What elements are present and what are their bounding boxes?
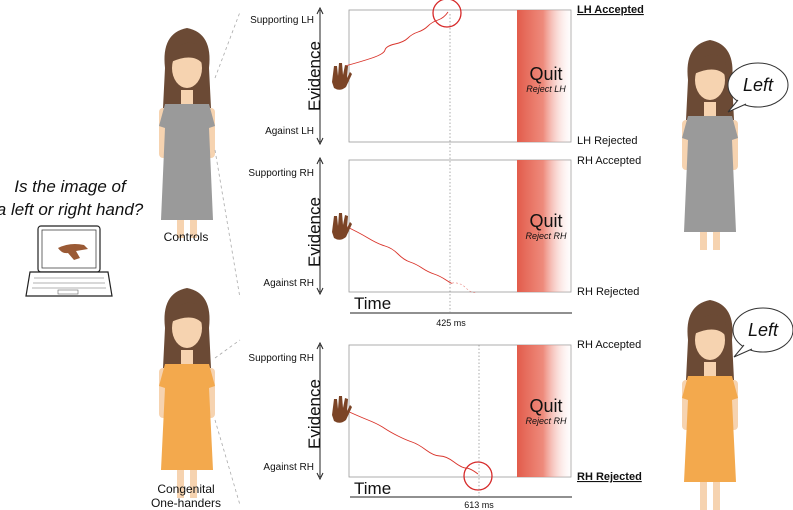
hand-stimulus-icon xyxy=(58,244,88,260)
y-top-label: Supporting LH xyxy=(250,15,314,26)
hand-icon xyxy=(332,63,352,90)
rh-accepted-label: RH Accepted xyxy=(577,339,641,351)
ms-label: 613 ms xyxy=(464,500,494,510)
evidence-axis-label: Evidence xyxy=(305,197,324,267)
speech-bubble-top: Left xyxy=(727,62,789,113)
decision-circle xyxy=(463,461,493,491)
hand-icon xyxy=(332,396,352,423)
panel-rh-controls: Supporting RH Against RH Evidence RH Acc… xyxy=(248,155,641,328)
rh-accepted-label: RH Accepted xyxy=(577,155,641,167)
reject-label: Reject RH xyxy=(525,416,567,426)
ms-label: 425 ms xyxy=(436,318,466,328)
y-bottom-label: Against RH xyxy=(263,278,314,289)
rh-rejected-label: RH Rejected xyxy=(577,471,642,483)
reject-label: Reject LH xyxy=(526,84,566,94)
reject-label: Reject RH xyxy=(525,231,567,241)
y-top-label: Supporting RH xyxy=(248,168,314,179)
lh-accepted-label: LH Accepted xyxy=(577,4,644,16)
bubble-text-top: Left xyxy=(743,75,774,95)
orange-dress xyxy=(159,364,215,470)
y-bottom-label: Against RH xyxy=(263,462,314,473)
question-line-2: a left or right hand? xyxy=(0,200,144,219)
quit-label: Quit xyxy=(529,211,562,231)
controls-label: Controls xyxy=(164,230,209,244)
connector-lines xyxy=(214,11,241,506)
quit-band xyxy=(517,345,575,477)
panel-rh-congenital: Supporting RH Against RH Evidence RH Acc… xyxy=(248,339,641,510)
evidence-trace xyxy=(344,225,453,284)
y-top-label: Supporting RH xyxy=(248,353,314,364)
laptop-icon xyxy=(25,225,113,297)
quit-band xyxy=(517,10,575,142)
evidence-trace xyxy=(344,409,479,475)
right-woman-top xyxy=(682,40,738,250)
quit-label: Quit xyxy=(529,64,562,84)
decision-circle xyxy=(432,0,462,28)
right-woman-bottom xyxy=(682,300,738,510)
time-axis-label: Time xyxy=(354,294,391,313)
quit-label: Quit xyxy=(529,396,562,416)
time-axis-label: Time xyxy=(354,479,391,498)
gray-dress xyxy=(159,104,215,220)
evidence-trace xyxy=(344,11,449,67)
quit-band xyxy=(517,160,575,292)
congenital-label-1: Congenital xyxy=(157,482,214,496)
congenital-woman xyxy=(159,288,215,498)
panel-lh: Supporting LH Against LH Evidence LH Acc… xyxy=(250,0,644,147)
speech-bubble-bottom: Left xyxy=(732,307,793,358)
continuation-trace xyxy=(451,282,477,293)
controls-woman xyxy=(159,28,215,238)
hand-icon xyxy=(332,213,352,240)
question-line-1: Is the image of xyxy=(14,177,128,196)
bubble-text-bottom: Left xyxy=(748,320,779,340)
congenital-label-2: One-handers xyxy=(151,496,221,510)
lh-rejected-label: LH Rejected xyxy=(577,135,638,147)
question-block: Is the image of a left or right hand? xyxy=(0,177,144,219)
y-bottom-label: Against LH xyxy=(265,126,314,137)
evidence-axis-label: Evidence xyxy=(305,379,324,449)
evidence-axis-label: Evidence xyxy=(305,41,324,111)
rh-rejected-label: RH Rejected xyxy=(577,286,639,298)
